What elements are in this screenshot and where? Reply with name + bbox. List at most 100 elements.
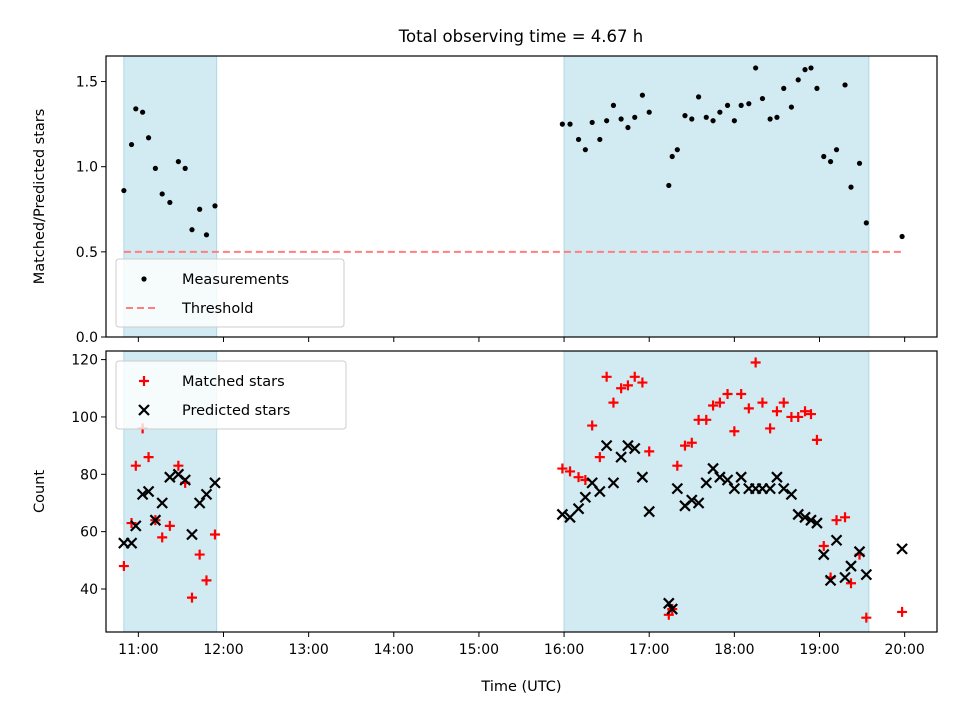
data-point [831, 515, 842, 526]
data-point [839, 571, 851, 584]
data-point [842, 82, 848, 88]
legend-label: Measurements [182, 272, 289, 288]
x-tick-label: 13:00 [288, 642, 328, 658]
data-point [565, 466, 576, 477]
x-axis-label: Time (UTC) [480, 679, 561, 695]
ratio-panel: 0.0 0.5 1.0 1.5 Matched/Predicted stars Measu… [32, 55, 938, 346]
data-point [722, 389, 733, 400]
data-point [703, 114, 709, 120]
data-point [729, 426, 740, 437]
data-point [637, 377, 648, 388]
legend: Matched stars Predicted stars [115, 360, 347, 430]
data-point [674, 147, 680, 153]
y-axis-label: Matched/Predicted stars [32, 109, 48, 285]
y-axis-label: Count [32, 470, 48, 513]
data-point [686, 437, 697, 448]
y-tick-label: 80 [80, 467, 98, 483]
axes-frame [105, 350, 938, 633]
data-point [714, 397, 725, 408]
data-point [557, 463, 568, 474]
legend-marker [139, 376, 149, 386]
data-point [140, 109, 146, 115]
data-point [710, 118, 716, 124]
data-point [679, 440, 690, 451]
data-point [159, 191, 165, 197]
data-point [156, 497, 168, 509]
data-point [863, 220, 869, 226]
data-point [708, 400, 719, 411]
data-point [594, 485, 606, 498]
data-point [686, 494, 698, 506]
data-point [193, 497, 206, 509]
data-point [805, 514, 817, 526]
data-point [173, 460, 184, 471]
data-point [811, 434, 822, 445]
x-tick-label: 16:00 [544, 642, 584, 658]
data-point [200, 488, 213, 501]
data-point [669, 153, 675, 160]
data-point [149, 514, 162, 526]
data-point [781, 85, 787, 91]
data-point [164, 471, 176, 483]
data-point [757, 397, 768, 408]
data-point [597, 136, 603, 143]
data-point [125, 537, 138, 549]
data-point [695, 94, 702, 100]
data-point [765, 423, 776, 434]
data-point [194, 549, 205, 560]
data-point [671, 482, 684, 495]
data-point [735, 471, 747, 483]
data-point [600, 439, 613, 452]
x-tick-label: 12:00 [203, 642, 243, 658]
data-point [778, 397, 789, 408]
data-point [897, 606, 908, 617]
data-point [130, 520, 142, 532]
data-point [824, 574, 837, 587]
data-point [800, 406, 811, 417]
observing-window [563, 350, 870, 633]
data-point [795, 77, 801, 83]
y-tick-label: 100 [71, 410, 98, 426]
data-point [589, 119, 595, 126]
data-point [616, 383, 627, 394]
data-point [212, 203, 218, 209]
legend: Measurements Threshold [115, 258, 345, 328]
data-point [738, 102, 744, 108]
data-point [767, 116, 773, 122]
y-tick-label: 1.5 [76, 75, 98, 91]
data-point [142, 485, 155, 498]
data-point [750, 357, 761, 368]
x-tick-label: 17:00 [629, 642, 669, 658]
data-point [632, 114, 638, 120]
data-point [625, 124, 631, 131]
data-point [189, 227, 195, 233]
legend-label: Matched stars [182, 374, 285, 390]
data-point [814, 85, 820, 91]
data-point [556, 508, 569, 521]
data-point [152, 165, 158, 171]
data-point [853, 545, 866, 558]
data-point [802, 67, 808, 73]
data-point [666, 603, 678, 615]
y-tick-label: 0.5 [76, 245, 98, 261]
data-point [587, 420, 598, 431]
data-point [608, 397, 619, 408]
data-point [746, 101, 752, 107]
series-predicted-stars [118, 439, 908, 615]
data-point [143, 452, 154, 463]
data-point [689, 116, 695, 122]
data-point [209, 477, 221, 489]
data-point [672, 460, 683, 471]
data-point [118, 561, 129, 572]
x-tick-label: 18:00 [714, 642, 754, 658]
data-point [639, 92, 646, 98]
data-point [646, 109, 652, 115]
data-point [572, 502, 585, 515]
data-point [821, 153, 827, 160]
data-point [774, 114, 780, 120]
data-point [899, 233, 905, 240]
data-point [186, 528, 198, 541]
data-point [128, 141, 135, 148]
data-point [644, 446, 655, 457]
